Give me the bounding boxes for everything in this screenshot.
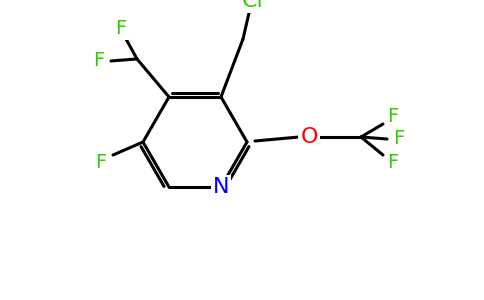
Text: F: F <box>387 107 399 127</box>
Text: F: F <box>387 154 399 172</box>
Text: F: F <box>393 130 405 148</box>
Text: Cl: Cl <box>242 0 264 11</box>
Text: N: N <box>213 177 229 197</box>
Text: O: O <box>300 127 318 147</box>
Text: F: F <box>95 152 106 172</box>
Text: F: F <box>93 52 105 70</box>
Text: F: F <box>115 20 127 38</box>
